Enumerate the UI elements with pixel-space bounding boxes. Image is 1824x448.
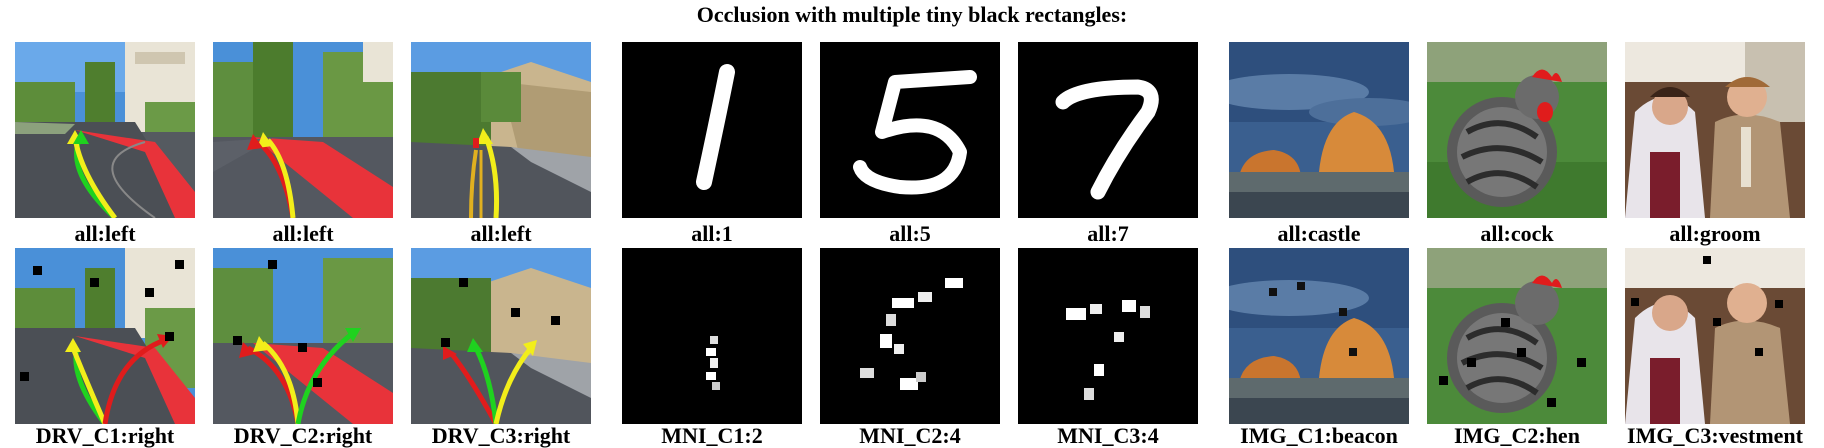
mnist-occluded-2 bbox=[820, 248, 1000, 424]
imagenet-occluded-groom bbox=[1625, 248, 1805, 424]
driving-image-3 bbox=[411, 42, 591, 218]
caption-original-9: all:groom bbox=[1669, 221, 1761, 246]
mnist-occluded-3 bbox=[1018, 248, 1198, 424]
caption-occluded-7: IMG_C1:beacon bbox=[1240, 423, 1398, 448]
caption-occluded-3: DRV_C3:right bbox=[431, 423, 571, 448]
caption-original-2: all:left bbox=[272, 221, 334, 246]
caption-occluded-9: IMG_C3:vestment bbox=[1627, 423, 1803, 448]
driving-image-2 bbox=[213, 42, 393, 218]
caption-occluded-8: IMG_C2:hen bbox=[1454, 423, 1580, 448]
caption-original-3: all:left bbox=[470, 221, 532, 246]
caption-original-6: all:7 bbox=[1087, 221, 1129, 246]
imagenet-cock bbox=[1427, 42, 1607, 218]
caption-occluded-5: MNI_C2:4 bbox=[859, 423, 961, 448]
driving-image-1 bbox=[15, 42, 195, 218]
caption-occluded-4: MNI_C1:2 bbox=[661, 423, 763, 448]
caption-original-5: all:5 bbox=[889, 221, 931, 246]
caption-occluded-2: DRV_C2:right bbox=[233, 423, 373, 448]
imagenet-occluded-castle bbox=[1229, 248, 1409, 424]
imagenet-groom bbox=[1625, 42, 1805, 218]
caption-original-1: all:left bbox=[74, 221, 136, 246]
imagenet-castle bbox=[1229, 42, 1409, 218]
caption-occluded-1: DRV_C1:right bbox=[35, 423, 175, 448]
mnist-digit-7 bbox=[1018, 42, 1198, 218]
imagenet-occluded-cock bbox=[1427, 248, 1607, 424]
caption-occluded-6: MNI_C3:4 bbox=[1057, 423, 1159, 448]
figure-title: Occlusion with multiple tiny black recta… bbox=[696, 2, 1128, 27]
mnist-occluded-1 bbox=[622, 248, 802, 424]
mnist-digit-5 bbox=[820, 42, 1000, 218]
caption-original-4: all:1 bbox=[691, 221, 733, 246]
driving-occluded-1 bbox=[15, 248, 195, 424]
caption-original-7: all:castle bbox=[1277, 221, 1361, 246]
driving-occluded-2 bbox=[213, 248, 393, 424]
driving-occluded-3 bbox=[411, 248, 591, 424]
mnist-digit-1 bbox=[622, 42, 802, 218]
caption-original-8: all:cock bbox=[1480, 221, 1554, 246]
